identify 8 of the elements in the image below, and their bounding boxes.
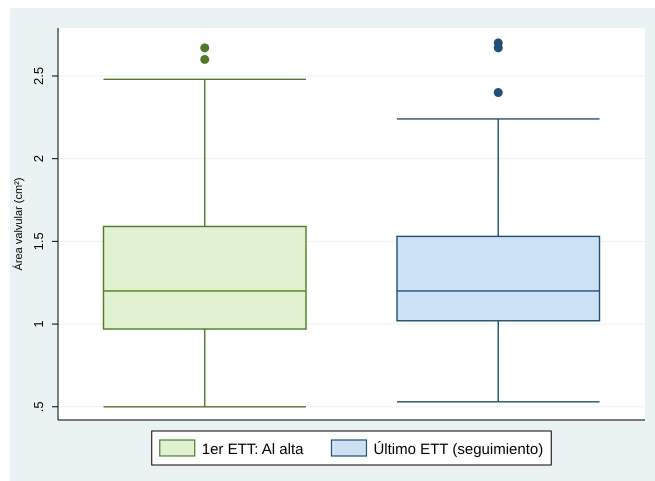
legend-label: Último ETT (seguimiento) <box>373 440 544 458</box>
y-tick-label: 2.5 <box>31 66 46 86</box>
y-tick-label: 2 <box>31 155 46 162</box>
y-tick-label: 1 <box>31 320 46 328</box>
y-axis-title: Área valvular (cm²) <box>12 178 25 270</box>
y-tick-label: .5 <box>31 401 46 412</box>
y-tick-label: 1.5 <box>31 232 46 250</box>
legend-label: 1er ETT: Al alta <box>202 441 304 458</box>
